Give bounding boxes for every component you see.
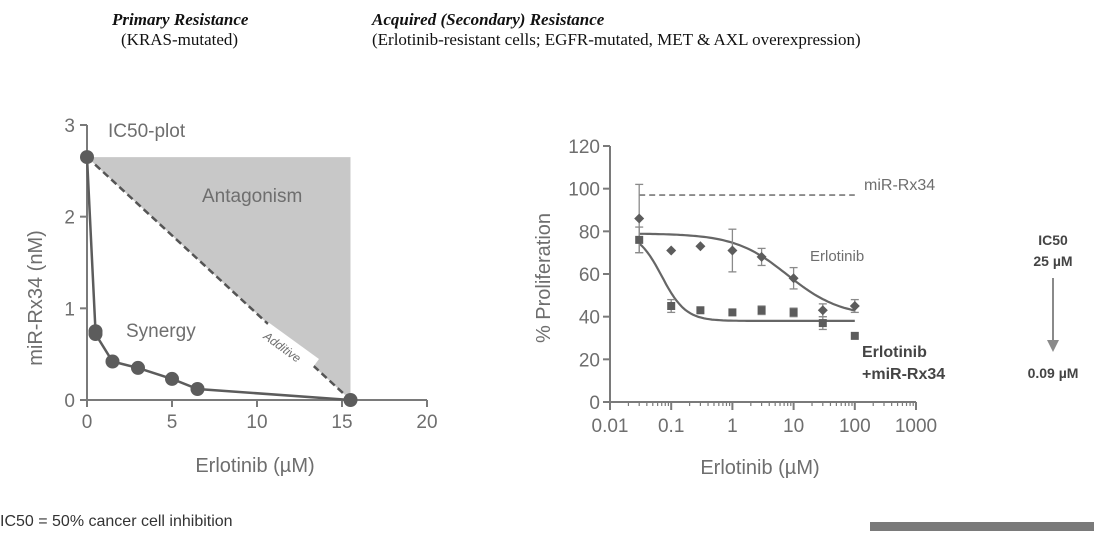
isobologram-point [105,354,120,369]
isobologram-point [190,382,205,396]
combo-point [635,235,644,244]
erlotinib-point [849,301,860,311]
chart2-x-tick-label: 1000 [895,416,937,437]
combo-point [667,302,676,310]
acquired-resistance-title: Acquired (Secondary) Resistance [372,10,605,29]
chart2-y-tick-label: 100 [568,180,600,201]
antagonism-label: Antagonism [202,186,302,207]
combo-point [757,306,766,315]
chart1-y-tick-label: 0 [64,391,75,412]
chart2-y-tick-label: 40 [579,308,600,329]
decorative-bar [870,522,1094,531]
erlotinib-point [788,273,799,284]
isobologram-point [80,150,94,165]
erlotinib-point [666,245,677,256]
primary-resistance-subtitle: (KRAS-mutated) [121,30,239,49]
ic50-footnote: IC50 = 50% cancer cell inhibition [0,513,233,530]
chart1-x-tick-label: 20 [416,412,437,433]
chart2-axes: 0 20 40 60 80 100 120 0.01 0.1 1 10 100 1000 [568,137,937,437]
chart1-y-tick-label: 1 [64,299,75,320]
combo-point [818,319,827,328]
isobologram-point [131,360,145,375]
chart2-y-tick-label: 80 [579,222,600,243]
chart1-x-tick-label: 10 [246,412,267,433]
combo-series-label-line1: Erlotinib [862,344,927,361]
chart1-x-tick-label: 15 [331,412,352,433]
fit-curve-series-0 [639,232,856,312]
erlotinib-point [695,241,706,252]
chart2-xlabel: Erlotinib (µM) [700,457,819,479]
chart2-x-tick-label: 0.01 [592,416,629,437]
chart1-title: IC50-plot [108,121,186,142]
proliferation-chart: 0 20 40 60 80 100 120 0.01 0.1 1 10 100 1000 miR-Rx3… [533,137,1079,479]
erlotinib-point [817,305,828,316]
chart1-ylabel: miR-Rx34 (nM) [25,230,47,366]
chart2-x-tick-label: 10 [783,416,804,437]
isobologram-point [165,371,179,386]
chart1-xlabel: Erlotinib (µM) [195,455,314,477]
synergy-label: Synergy [126,321,196,342]
ic50-arrow-head [1047,340,1059,352]
chart2-x-tick-label: 0.1 [658,416,684,437]
ic50-annotation-label: IC50 [1038,232,1068,248]
acquired-resistance-header: Acquired (Secondary) Resistance (Erlotin… [372,10,861,50]
additive-label-bg [255,322,319,377]
chart2-x-tick-label: 100 [839,416,871,437]
primary-resistance-header: Primary Resistance (KRAS-mutated) [112,10,248,50]
acquired-resistance-subtitle: (Erlotinib-resistant cells; EGFR-mutated… [372,30,861,49]
chart2-x-tick-label: 1 [727,416,738,437]
erlotinib-point [756,251,767,262]
ic50-isobologram-chart: 0 1 2 3 0 5 10 15 20 IC50-plot Antagonism Synerg… [25,116,438,477]
chart2-y-tick-label: 120 [568,137,600,158]
chart2-y-tick-label: 0 [589,393,600,414]
combo-point [789,308,798,317]
erlotinib-point [634,213,645,224]
combo-point [728,308,737,317]
erlotinib-series-label: Erlotinib [810,248,864,265]
ic50-annotation-from: 25 µM [1033,253,1072,269]
ic50-annotation-to: 0.09 µM [1028,365,1079,381]
erlotinib-point [727,245,738,256]
isobologram-point [88,327,103,341]
chart2-ylabel: % Proliferation [533,213,555,343]
chart2-y-tick-label: 60 [579,265,600,286]
chart1-points [80,150,358,407]
chart1-x-tick-label: 5 [167,412,178,433]
combo-point [696,306,705,315]
combo-series-label-line2: +miR-Rx34 [862,366,945,383]
chart1-axes: 0 1 2 3 0 5 10 15 20 [64,116,437,433]
isobologram-point [343,393,358,407]
chart2-points [634,183,860,340]
mirrx34-reference-label: miR-Rx34 [864,177,935,194]
primary-resistance-title: Primary Resistance [112,10,249,29]
chart1-x-tick-label: 0 [82,412,93,433]
chart1-y-tick-label: 3 [64,116,75,137]
combo-point [850,331,859,340]
chart2-y-tick-label: 20 [579,350,600,371]
chart1-y-tick-label: 2 [64,208,75,229]
